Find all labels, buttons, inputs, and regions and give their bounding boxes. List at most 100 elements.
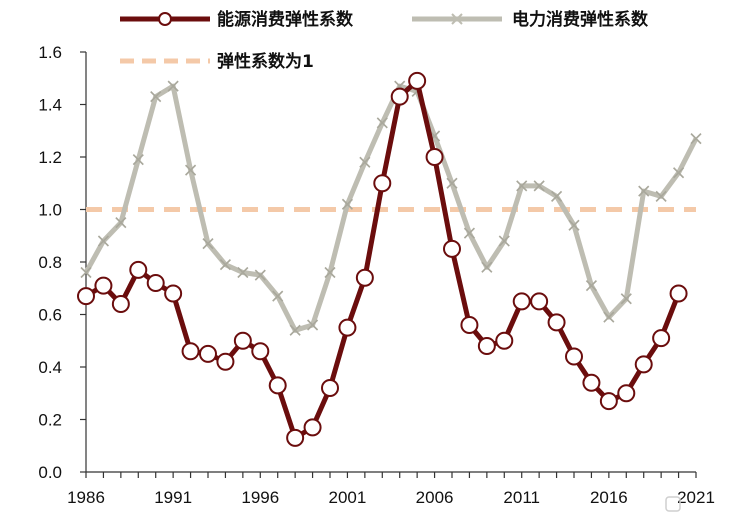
y-tick-label: 0.4 xyxy=(38,358,62,377)
energy-point xyxy=(390,87,409,106)
electricity-point xyxy=(167,80,179,92)
y-tick-label: 1.0 xyxy=(38,201,62,220)
axes-layer: 0.0 0.2 0.4 0.6 0.8 1.0 1.2 1.4 1.6 1986 1991 1996 2… xyxy=(38,43,715,507)
energy-point xyxy=(181,342,200,361)
electricity-point xyxy=(498,235,510,247)
legend-energy-label: 能源消费弹性系数 xyxy=(217,9,354,30)
y-tick-label: 1.2 xyxy=(38,148,62,167)
series-layer xyxy=(77,71,702,447)
legend: 能源消费弹性系数 电力消费弹性系数 弹性系数为1 xyxy=(120,9,649,72)
y-tick-label: 1.4 xyxy=(38,96,62,115)
watermark-icon xyxy=(665,496,681,512)
energy-point xyxy=(338,318,357,337)
electricity-point xyxy=(150,91,162,103)
y-tick-label: 0.6 xyxy=(38,306,62,325)
electricity-point xyxy=(219,259,231,271)
electricity-point xyxy=(254,269,266,281)
energy-point xyxy=(303,418,322,437)
electricity-point xyxy=(237,266,249,279)
energy-point xyxy=(216,352,235,371)
x-tick-label: 2016 xyxy=(590,488,628,507)
y-tick-label: 0.2 xyxy=(38,411,62,430)
electricity-point xyxy=(376,117,388,129)
electricity-point xyxy=(289,324,301,336)
watermark-logo xyxy=(665,496,681,512)
legend-item-reference[interactable]: 弹性系数为1 xyxy=(120,51,314,72)
energy-point xyxy=(669,284,688,303)
energy-point xyxy=(443,239,461,258)
electricity-point xyxy=(533,180,545,192)
legend-electricity-label: 电力消费弹性系数 xyxy=(512,9,649,30)
x-tick-label: 2011 xyxy=(503,488,540,507)
electricity-point xyxy=(655,190,667,202)
energy-point xyxy=(199,344,217,363)
energy-point xyxy=(321,379,339,397)
electricity-point xyxy=(202,238,214,250)
electricity-point xyxy=(341,198,353,210)
energy-point xyxy=(460,316,479,334)
energy-point xyxy=(111,295,130,313)
electricity-point xyxy=(690,133,702,145)
electricity-point xyxy=(272,290,284,302)
x-tick-label: 2001 xyxy=(329,488,367,507)
energy-point xyxy=(373,174,392,193)
energy-point xyxy=(582,373,601,392)
electricity-point xyxy=(80,266,92,279)
energy-point xyxy=(233,331,252,350)
electricity-point xyxy=(585,280,597,292)
energy-point xyxy=(634,355,653,374)
legend-reference-label: 弹性系数为1 xyxy=(217,51,314,72)
legend-energy-marker xyxy=(158,12,172,26)
energy-point xyxy=(547,313,566,332)
energy-point xyxy=(94,276,113,295)
electricity-point xyxy=(307,319,319,331)
y-tick-label: 0.0 xyxy=(38,463,62,482)
electricity-point xyxy=(673,167,685,179)
x-tick-label: 2021 xyxy=(677,488,715,507)
legend-item-energy[interactable]: 能源消费弹性系数 xyxy=(120,9,354,30)
electricity-point xyxy=(446,177,458,189)
electricity-point xyxy=(463,227,475,239)
electricity-point xyxy=(97,235,109,247)
energy-point xyxy=(617,384,636,403)
legend-electricity-marker xyxy=(451,13,463,25)
energy-point xyxy=(565,347,583,366)
electricity-point xyxy=(620,293,632,305)
energy-point xyxy=(355,268,374,287)
energy-point xyxy=(251,342,270,361)
x-tick-label: 1991 xyxy=(154,488,192,507)
energy-point xyxy=(408,71,427,90)
energy-point xyxy=(512,292,531,311)
energy-point xyxy=(599,392,618,411)
y-tick-label: 1.6 xyxy=(38,43,62,62)
energy-point xyxy=(652,329,671,348)
energy-point xyxy=(129,260,148,279)
energy-point xyxy=(268,376,287,395)
energy-point xyxy=(495,331,514,350)
energy-point xyxy=(77,287,95,306)
electricity-point xyxy=(551,190,563,202)
y-tick-label: 0.8 xyxy=(38,253,62,272)
energy-point xyxy=(425,148,444,166)
electricity-point xyxy=(481,261,493,273)
legend-item-electricity[interactable]: 电力消费弹性系数 xyxy=(412,9,649,30)
x-tick-label: 2006 xyxy=(416,488,454,507)
electricity-point xyxy=(516,180,528,192)
energy-point xyxy=(286,428,305,447)
energy-point xyxy=(477,337,496,355)
electricity-series-line xyxy=(83,83,699,333)
electricity-point xyxy=(568,219,580,231)
x-tick-label: 1996 xyxy=(241,488,279,507)
electricity-point xyxy=(185,164,197,176)
energy-point xyxy=(164,284,183,303)
energy-point xyxy=(530,292,549,311)
electricity-point xyxy=(603,311,615,323)
energy-point xyxy=(146,274,165,292)
electricity-point xyxy=(115,217,127,229)
electricity-point xyxy=(359,156,371,168)
electricity-point xyxy=(324,266,336,279)
x-tick-label: 1986 xyxy=(67,488,105,507)
electricity-point xyxy=(132,154,144,166)
